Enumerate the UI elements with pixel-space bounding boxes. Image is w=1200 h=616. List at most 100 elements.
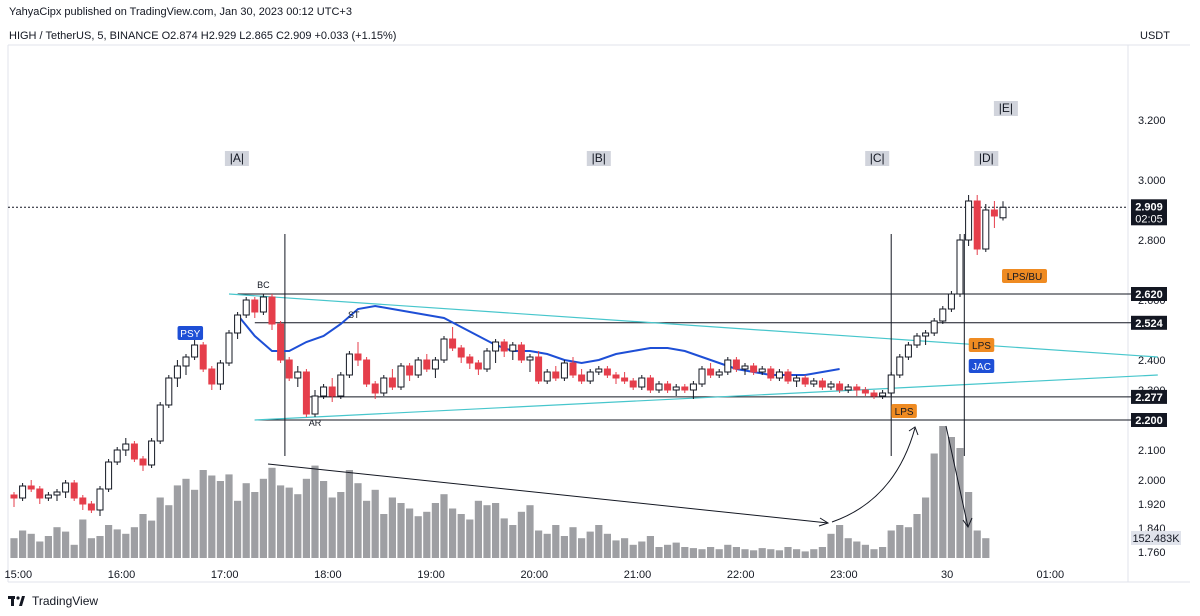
volume-bar — [689, 548, 697, 558]
volume-bar — [285, 487, 293, 558]
volume-bar — [707, 547, 715, 558]
candle-body — [853, 386, 861, 391]
volume-bar — [70, 544, 78, 558]
event-badge-label: LPS — [895, 407, 914, 418]
candle-body — [810, 380, 818, 385]
volume-bar — [784, 547, 792, 558]
volume-bar — [19, 530, 27, 558]
candle-body — [500, 341, 508, 352]
volume-bar — [603, 533, 611, 558]
candle-body — [913, 335, 921, 346]
volume-bar — [397, 503, 405, 558]
volume-bar — [655, 547, 663, 558]
volume-bar — [414, 516, 422, 558]
volume-bar — [930, 453, 938, 558]
volume-bar — [973, 530, 981, 558]
volume-bar — [775, 550, 783, 558]
volume-bar — [483, 505, 491, 558]
volume-bar — [53, 527, 61, 558]
last-price-box — [1131, 199, 1167, 226]
candle-body — [36, 488, 44, 499]
candle-body — [922, 332, 930, 337]
price-level-label: 2.200 — [1135, 415, 1163, 427]
arrowhead-icon — [818, 517, 830, 527]
candle-body — [345, 353, 353, 376]
volume-bar — [130, 527, 138, 558]
volume-bar — [861, 544, 869, 558]
candle-body — [87, 503, 95, 511]
volume-bar — [672, 542, 680, 558]
candle-body — [130, 443, 138, 460]
x-tick-label: 19:00 — [417, 569, 445, 581]
candle-body — [870, 392, 878, 397]
candle-body — [363, 359, 371, 385]
x-tick-label: 01:00 — [1037, 569, 1065, 581]
volume-bar — [165, 505, 173, 558]
candle-body — [388, 377, 396, 388]
volume-bar — [337, 492, 345, 558]
event-label: ST — [348, 310, 360, 320]
candle-body — [53, 491, 61, 496]
candle-body — [689, 383, 697, 391]
y-tick-label: 2.000 — [1138, 475, 1166, 487]
candle-body — [165, 377, 173, 406]
volume-bar — [870, 549, 878, 558]
y-tick-label: 2.100 — [1138, 445, 1166, 457]
event-badge-label: JAC — [972, 362, 991, 373]
volume-bar — [767, 549, 775, 558]
volume-bar — [96, 536, 104, 558]
candle-body — [569, 362, 577, 376]
volume-trend-arrow — [267, 463, 829, 524]
volume-bar — [638, 541, 646, 558]
footer-brand-label: TradingView — [32, 594, 99, 608]
volume-bar — [27, 533, 35, 558]
candle-body — [44, 494, 52, 499]
volume-bar — [259, 478, 267, 558]
candle-body — [259, 296, 267, 313]
volume-bar — [440, 494, 448, 558]
candle-body — [603, 368, 611, 376]
bar-countdown-label: 02:05 — [1135, 213, 1163, 225]
candle-body — [698, 368, 706, 385]
volume-bar — [79, 519, 87, 558]
candle-body — [414, 359, 422, 376]
volume-bar — [578, 538, 586, 558]
volume-bar — [956, 448, 964, 558]
candle-body — [844, 386, 852, 391]
candle-body — [560, 362, 568, 379]
candle-body — [775, 371, 783, 379]
candle-body — [337, 374, 345, 397]
price-level-box — [1131, 287, 1167, 301]
trend-line — [254, 374, 1158, 421]
event-badge-label: LPS — [972, 341, 991, 352]
volume-bar — [363, 500, 371, 558]
candle-body — [784, 371, 792, 382]
candle-body — [371, 383, 379, 394]
candle-body — [113, 449, 121, 463]
candle-body — [380, 377, 388, 394]
y-tick-label: 2.400 — [1138, 355, 1166, 367]
volume-bar — [242, 483, 250, 558]
candle-body — [268, 296, 276, 325]
candle-body — [466, 356, 474, 364]
candle-body — [105, 461, 113, 490]
candle-body — [182, 356, 190, 367]
event-badge — [968, 338, 995, 352]
candle-body — [431, 359, 439, 370]
volume-bar — [947, 437, 955, 558]
volume-bar — [664, 544, 672, 558]
volume-bar — [156, 497, 164, 558]
candle-body — [70, 482, 78, 499]
volume-bar — [277, 485, 285, 558]
candle-body — [449, 338, 457, 349]
candle-body — [62, 482, 70, 493]
volume-bar — [294, 494, 302, 558]
candle-body — [277, 323, 285, 361]
price-level-label: 2.277 — [1135, 392, 1163, 404]
volume-bar — [328, 497, 336, 558]
candle-body — [801, 377, 809, 385]
tradingview-logo-icon — [8, 595, 25, 606]
volume-bar — [818, 547, 826, 558]
candle-body — [139, 458, 147, 466]
